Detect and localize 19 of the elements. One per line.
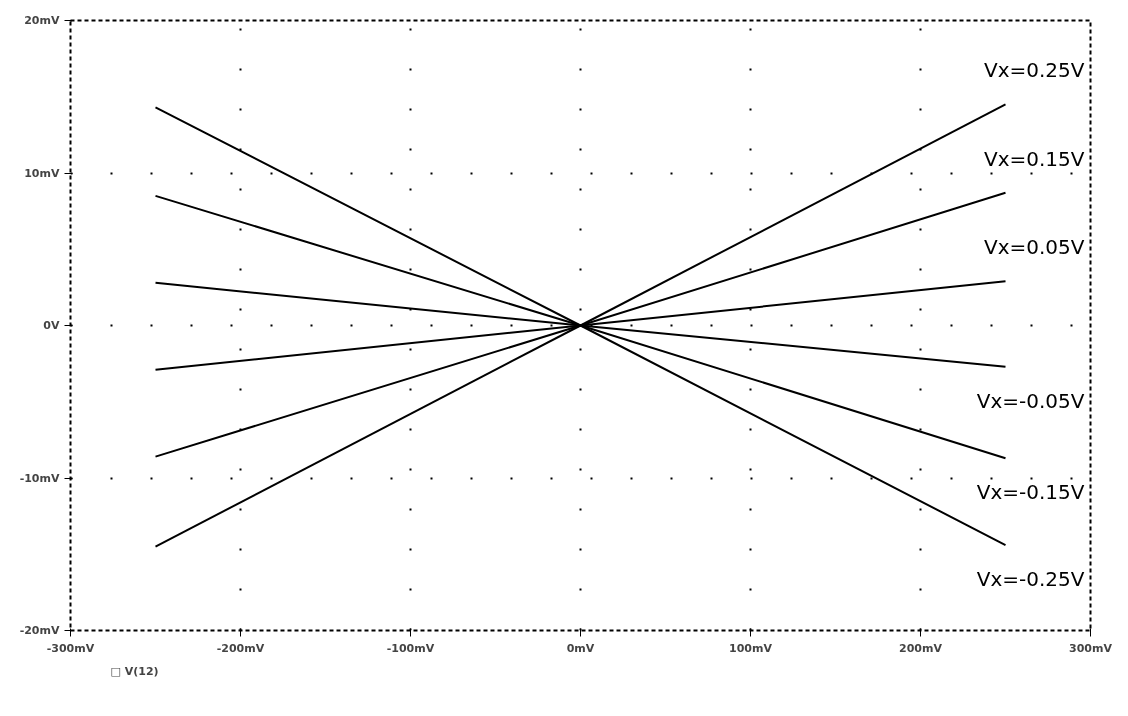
series-label: Vx=0.15V bbox=[984, 146, 1085, 171]
x-tick-label: 300mV bbox=[1069, 641, 1113, 655]
text: □ V(12) bbox=[110, 664, 159, 678]
series-label: Vx=0.05V bbox=[984, 235, 1085, 260]
series-label: Vx=-0.15V bbox=[976, 480, 1085, 505]
y-tick-label: 0V bbox=[43, 319, 60, 332]
y-tick-label: 10mV bbox=[24, 166, 60, 180]
y-tick-label: 20mV bbox=[24, 14, 60, 27]
series-label: Vx=-0.05V bbox=[976, 388, 1085, 413]
x-tick-label: -300mV bbox=[46, 641, 95, 655]
series-label: Vx=0.25V bbox=[984, 58, 1085, 83]
x-tick-label: 0mV bbox=[566, 641, 595, 655]
y-tick-label: -20mV bbox=[19, 624, 60, 637]
series-label: Vx=-0.25V bbox=[976, 567, 1085, 592]
x-tick-label: 100mV bbox=[729, 641, 773, 655]
x-tick-label: -200mV bbox=[216, 641, 265, 655]
y-tick-label: -10mV bbox=[19, 471, 60, 485]
x-tick-label: -100mV bbox=[386, 641, 435, 655]
x-tick-label: 200mV bbox=[899, 641, 943, 655]
